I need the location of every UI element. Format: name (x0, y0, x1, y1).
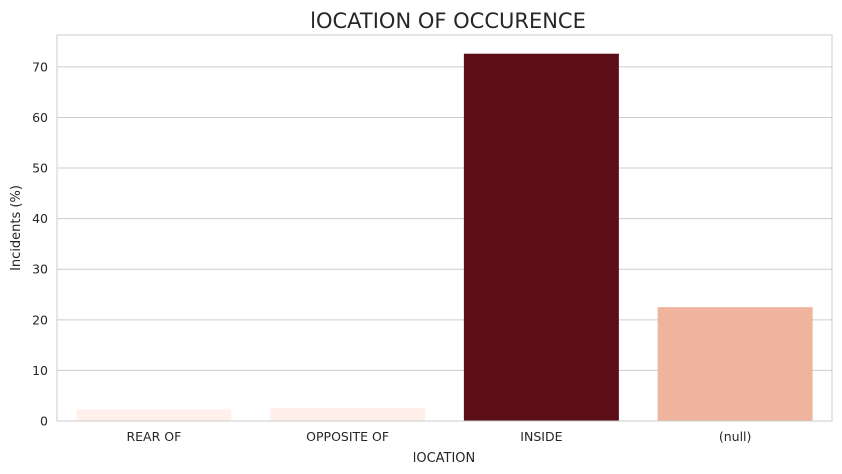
bar (463, 53, 619, 422)
x-tick-label: REAR OF (126, 429, 181, 444)
x-tick-label: (null) (719, 429, 752, 444)
plot-frame (56, 34, 833, 422)
y-tick-label: 30 (32, 262, 48, 277)
y-tick-label: 50 (32, 161, 48, 176)
y-axis-label: Incidents (%) (9, 185, 24, 271)
y-tick-label: 70 (32, 59, 48, 74)
chart-title: lOCATION OF OCCURENCE (310, 9, 586, 33)
y-tick-label: 40 (32, 211, 48, 226)
y-axis-ticks: 0 10 20 30 40 50 60 70 (32, 59, 48, 428)
y-tick-label: 10 (32, 363, 48, 378)
x-tick-label: INSIDE (520, 429, 562, 444)
x-axis-ticks: REAR OF OPPOSITE OF INSIDE (null) (126, 429, 751, 444)
y-tick-label: 0 (40, 414, 48, 429)
bar (270, 407, 426, 421)
bar (657, 307, 813, 421)
bars (76, 53, 813, 422)
x-axis-label: lOCATION (413, 451, 476, 466)
x-tick-label: OPPOSITE OF (306, 429, 389, 444)
bar (76, 409, 232, 421)
y-tick-label: 20 (32, 312, 48, 327)
y-tick-label: 60 (32, 110, 48, 125)
